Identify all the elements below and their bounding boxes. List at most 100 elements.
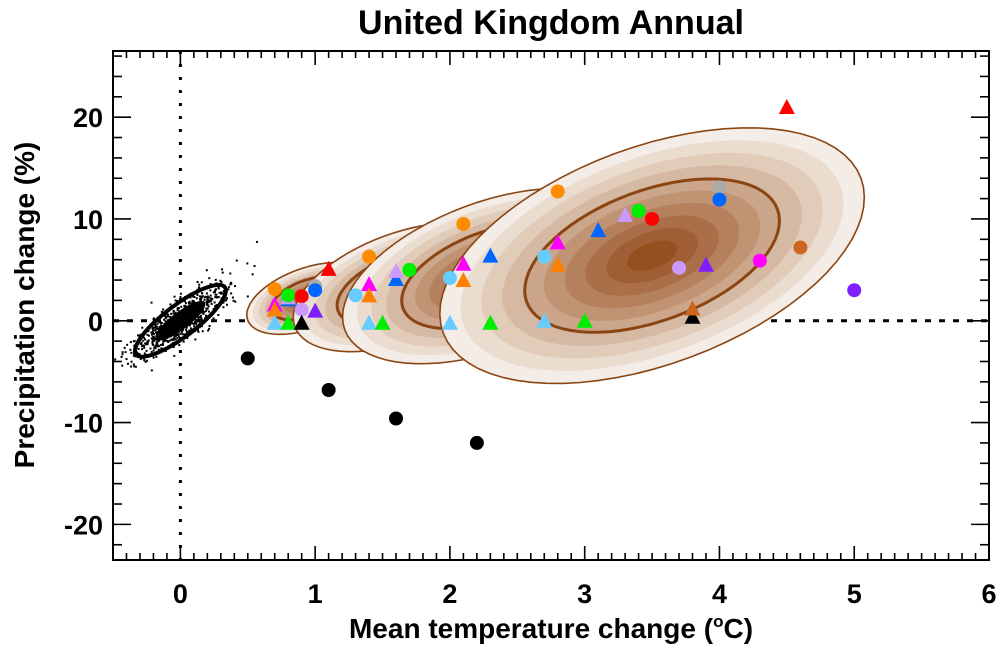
variability-sample-dot bbox=[174, 311, 177, 314]
variability-sample-dot bbox=[205, 315, 208, 318]
variability-sample-dot bbox=[130, 365, 133, 368]
distribution-4 bbox=[438, 127, 866, 385]
variability-sample-dot bbox=[144, 360, 147, 363]
variability-sample-dot bbox=[188, 324, 191, 327]
orange-circle-marker bbox=[456, 217, 471, 232]
variability-sample-dot bbox=[200, 281, 203, 284]
variability-sample-dot bbox=[208, 277, 211, 280]
variability-sample-dot bbox=[217, 286, 220, 289]
variability-sample-dot bbox=[157, 348, 160, 351]
variability-sample-dot bbox=[205, 307, 208, 310]
y-tick-labels: -20 -10 0 10 20 bbox=[64, 103, 103, 540]
variability-sample-dot bbox=[143, 352, 146, 355]
variability-sample-dot bbox=[154, 326, 157, 329]
variability-sample-dot bbox=[208, 296, 211, 299]
variability-sample-dot bbox=[151, 338, 154, 341]
variability-sample-dot bbox=[202, 313, 205, 316]
series-blue-circles bbox=[308, 192, 727, 298]
variability-sample-dot bbox=[151, 341, 154, 344]
variability-sample-dot bbox=[200, 311, 203, 314]
magenta-circle-marker bbox=[752, 253, 767, 268]
variability-sample-dot bbox=[189, 327, 192, 330]
blue-triangle-marker bbox=[388, 271, 405, 287]
black-circle-marker bbox=[389, 411, 404, 426]
green-circle-marker bbox=[631, 203, 646, 218]
series-lavender-circles bbox=[294, 260, 687, 317]
series-green-circles bbox=[281, 203, 646, 303]
variability-sample-dot bbox=[205, 269, 208, 272]
variability-sample-dot bbox=[211, 298, 214, 301]
variability-sample-dot bbox=[114, 358, 117, 361]
variability-sample-dot bbox=[156, 339, 159, 342]
blue-circle-marker bbox=[308, 283, 323, 298]
y-tick-label: -20 bbox=[64, 510, 103, 540]
x-tick-label: 3 bbox=[577, 579, 592, 609]
orange-triangle-marker bbox=[549, 256, 566, 272]
variability-sample-dot bbox=[154, 325, 157, 328]
x-axis-label: Mean temperature change (oC) bbox=[349, 612, 753, 644]
green-triangle-marker bbox=[576, 312, 593, 328]
variability-sample-dot bbox=[200, 297, 203, 300]
variability-sample-dot bbox=[146, 333, 149, 336]
variability-sample-dot bbox=[151, 340, 154, 343]
variability-sample-dot bbox=[157, 339, 160, 342]
variability-sample-dot bbox=[187, 301, 190, 304]
variability-sample-dot bbox=[251, 273, 254, 276]
variability-sample-dot bbox=[207, 304, 210, 307]
probability-distributions bbox=[245, 127, 866, 385]
y-tick-label: 20 bbox=[73, 103, 103, 133]
variability-sample-dot bbox=[174, 335, 177, 338]
variability-sample-dot bbox=[217, 295, 220, 298]
variability-sample-dot bbox=[219, 279, 222, 282]
variability-sample-dot bbox=[246, 262, 249, 265]
variability-sample-dot bbox=[217, 313, 220, 316]
variability-sample-dot bbox=[198, 318, 201, 321]
variability-sample-dot bbox=[125, 358, 128, 361]
variability-sample-dot bbox=[222, 301, 225, 304]
blue-triangle-marker bbox=[482, 247, 499, 263]
variability-sample-dot bbox=[142, 336, 145, 339]
variability-sample-dot bbox=[185, 302, 188, 305]
variability-sample-dot bbox=[154, 338, 157, 341]
variability-sample-dot bbox=[160, 322, 163, 325]
variability-sample-dot bbox=[220, 291, 223, 294]
grey-circle-marker bbox=[712, 180, 727, 195]
variability-sample-dot bbox=[172, 338, 175, 341]
variability-sample-dot bbox=[215, 296, 218, 299]
lightblue-triangle-marker bbox=[361, 314, 378, 330]
purple-triangle-marker bbox=[697, 256, 714, 272]
variability-sample-dot bbox=[206, 298, 209, 301]
orange-triangle-marker bbox=[361, 287, 378, 303]
variability-sample-dot bbox=[155, 331, 158, 334]
variability-sample-dot bbox=[196, 281, 199, 284]
variability-sample-dot bbox=[231, 296, 234, 299]
series-black-circles bbox=[240, 351, 484, 450]
variability-sample-dot bbox=[221, 292, 224, 295]
variability-sample-dot bbox=[162, 308, 165, 311]
variability-sample-dot bbox=[151, 333, 154, 336]
variability-sample-dot bbox=[178, 344, 181, 347]
variability-sample-dot bbox=[164, 339, 167, 342]
variability-sample-dot bbox=[229, 283, 232, 286]
variability-sample-dot bbox=[209, 294, 212, 297]
variability-sample-dot bbox=[133, 365, 136, 368]
variability-sample-dot bbox=[206, 303, 209, 306]
variability-sample-dot bbox=[156, 322, 159, 325]
x-axis-label-text: Mean temperature change ( bbox=[349, 613, 714, 644]
variability-sample-dot bbox=[176, 336, 179, 339]
variability-sample-dot bbox=[208, 324, 211, 327]
variability-sample-dot bbox=[176, 307, 179, 310]
variability-sample-dot bbox=[176, 309, 179, 312]
variability-sample-dot bbox=[196, 329, 199, 332]
variability-sample-dot bbox=[154, 329, 157, 332]
red-triangle-marker bbox=[778, 98, 795, 114]
variability-sample-dot bbox=[145, 349, 148, 352]
variability-sample-dot bbox=[170, 312, 173, 315]
black-circle-marker bbox=[321, 382, 336, 397]
series-brown-circles bbox=[793, 240, 808, 255]
variability-sample-dot bbox=[181, 333, 184, 336]
variability-sample-dot bbox=[232, 299, 235, 302]
variability-sample-dot bbox=[213, 301, 216, 304]
x-tick-label: 1 bbox=[308, 579, 323, 609]
